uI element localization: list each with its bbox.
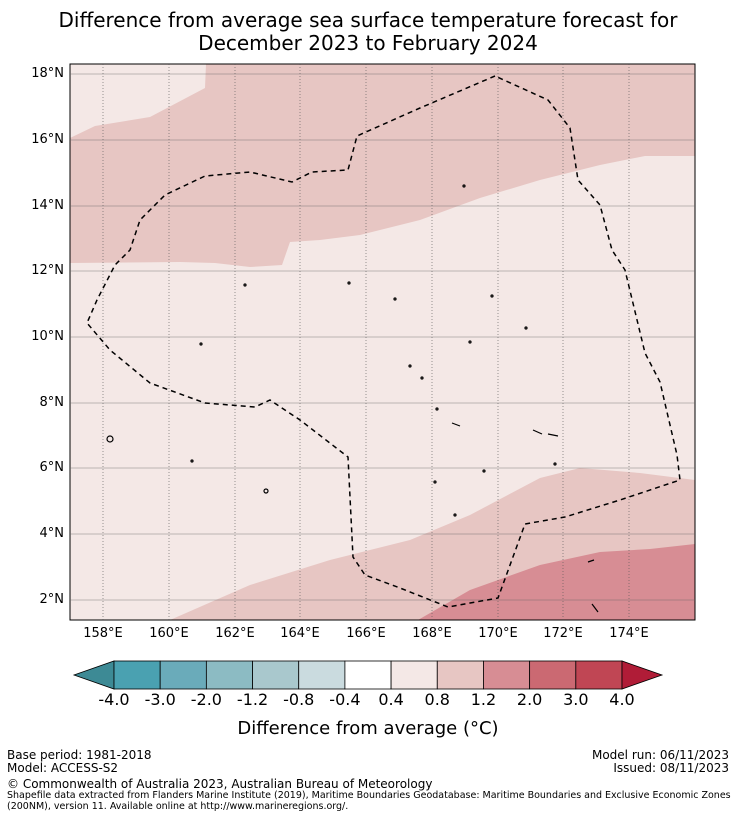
colorbar-tick-label: 0.8 — [424, 690, 450, 709]
lon-label: 162°E — [215, 626, 255, 641]
islands — [106, 184, 599, 613]
colorbar-segment — [205, 660, 253, 690]
colorbar-segment — [159, 660, 207, 690]
lat-label: 14°N — [31, 198, 64, 213]
colorbar-tick-label: -0.4 — [329, 690, 361, 709]
graticule-lat — [70, 73, 695, 601]
lat-label: 10°N — [31, 329, 64, 344]
colorbar-tick-label: 4.0 — [609, 690, 635, 709]
lat-label: 2°N — [39, 592, 65, 607]
colorbar-tick-label: -0.8 — [283, 690, 315, 709]
map-title-line2: December 2023 to February 2024 — [198, 31, 538, 55]
base-period: Base period: 1981-2018 — [7, 748, 152, 762]
colorbar-under-arrow — [72, 660, 115, 690]
colorbar-segment — [113, 660, 161, 690]
data-credit-line1: Shapefile data extracted from Flanders M… — [7, 790, 731, 801]
model-name: Model: ACCESS-S2 — [7, 761, 119, 775]
anomaly-region-southeast — [418, 544, 695, 620]
lon-label: 158°E — [83, 626, 123, 641]
eez-boundary — [86, 75, 681, 608]
colorbar-tick-label: 1.2 — [470, 690, 497, 709]
lat-label: 6°N — [39, 460, 65, 475]
colorbar — [72, 660, 664, 690]
lon-label: 168°E — [412, 626, 452, 641]
lon-label: 174°E — [609, 626, 649, 641]
colorbar-tick-label: -4.0 — [98, 690, 130, 709]
lon-label: 166°E — [346, 626, 386, 641]
colorbar-segment — [575, 660, 623, 690]
lon-label: 172°E — [543, 626, 583, 641]
issued-date: Issued: 08/11/2023 — [613, 761, 729, 775]
anomaly-region-north — [70, 64, 695, 267]
colorbar-segment — [390, 660, 438, 690]
map-title-line1: Difference from average sea surface temp… — [58, 8, 678, 32]
colorbar-segment — [252, 660, 300, 690]
lat-label: 16°N — [31, 132, 64, 147]
colorbar-segment — [436, 660, 484, 690]
colorbar-segment — [298, 660, 346, 690]
lon-label: 160°E — [149, 626, 189, 641]
lon-label: 164°E — [280, 626, 320, 641]
lat-label: 8°N — [39, 395, 65, 410]
colorbar-tick-label: 2.0 — [516, 690, 543, 709]
lat-label: 12°N — [31, 263, 64, 278]
colorbar-segment — [529, 660, 577, 690]
model-run: Model run: 06/11/2023 — [591, 748, 729, 762]
colorbar-tick-label: -3.0 — [144, 690, 176, 709]
colorbar-tick-label: 3.0 — [563, 690, 589, 709]
colorbar-tick-label: -2.0 — [190, 690, 222, 709]
colorbar-over-arrow — [621, 660, 664, 690]
colorbar-tick-label: 0.4 — [378, 690, 404, 709]
colorbar-label: Difference from average (°C) — [237, 718, 499, 739]
colorbar-segment — [483, 660, 531, 690]
colorbar-tick-label: -1.2 — [236, 690, 269, 709]
colorbar-segment — [344, 660, 392, 690]
lat-label: 18°N — [31, 66, 64, 81]
data-credit-line2: (200NM), version 11. Available online at… — [7, 801, 349, 812]
lon-label: 170°E — [478, 626, 518, 641]
copyright: © Commonwealth of Australia 2023, Austra… — [7, 777, 433, 791]
lat-label: 4°N — [39, 526, 65, 541]
